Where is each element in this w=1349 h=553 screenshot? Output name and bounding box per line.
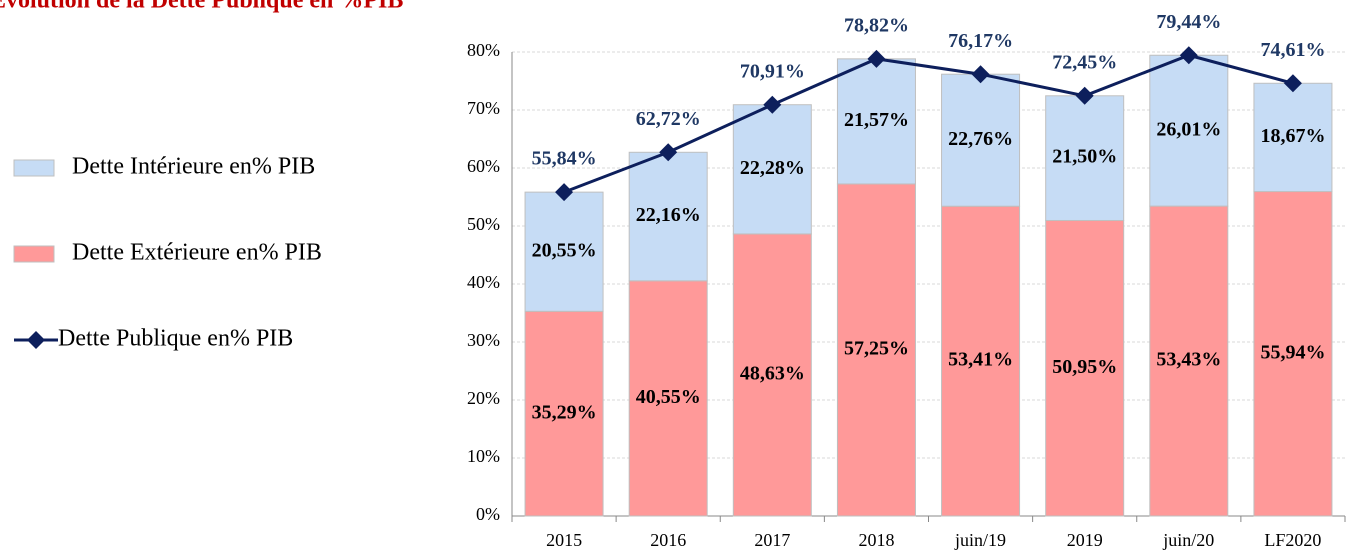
bar-segment (1253, 191, 1333, 517)
bar-segment (1253, 82, 1333, 193)
x-tick-label: 2016 (650, 530, 686, 550)
bar-segment (836, 58, 916, 185)
legend-marker (27, 331, 45, 349)
data-label: 21,50% (1052, 146, 1117, 168)
data-label: 50,95% (1052, 356, 1117, 378)
y-tick-label: 40% (467, 272, 500, 292)
bar-segment (941, 205, 1021, 517)
legend-swatch (13, 245, 55, 263)
data-label: 22,16% (636, 204, 701, 226)
line-marker (763, 95, 782, 114)
line-marker (867, 49, 886, 68)
data-label: 35,29% (532, 401, 597, 423)
legend-swatch (13, 159, 55, 177)
line-marker (659, 143, 678, 162)
x-tick-label: 2017 (754, 530, 790, 550)
y-tick-label: 50% (467, 214, 500, 234)
data-label: 21,57% (844, 109, 909, 131)
bar-segment (732, 233, 812, 517)
bar-segment (941, 73, 1021, 207)
line-marker (1179, 46, 1198, 65)
data-label: 62,72% (636, 108, 701, 130)
data-label: 53,41% (948, 349, 1013, 371)
data-label: 22,76% (948, 128, 1013, 150)
bar-segment (1045, 219, 1125, 517)
data-label: 57,25% (844, 338, 909, 360)
data-label: 48,63% (740, 363, 805, 385)
data-label: 55,94% (1260, 341, 1325, 363)
data-label: 40,55% (636, 386, 701, 408)
data-label: 79,44% (1156, 11, 1221, 33)
y-tick-label: 30% (467, 330, 500, 350)
y-tick-label: 60% (467, 156, 500, 176)
data-label: 22,28% (740, 157, 805, 179)
bar-segment (1149, 54, 1229, 207)
y-tick-label: 80% (467, 40, 500, 60)
data-label: 78,82% (844, 14, 909, 36)
data-label: 76,17% (948, 30, 1013, 52)
bar-segment (1149, 205, 1229, 517)
bar-segment (1045, 95, 1125, 221)
line-marker (1283, 74, 1302, 93)
x-tick-label: juin/20 (1162, 530, 1214, 550)
data-label: 70,91% (740, 60, 805, 82)
bar-segment (628, 151, 708, 282)
line (563, 53, 1294, 194)
legend-label: Dette Intérieure en% PIB (72, 154, 315, 180)
bar-segment (524, 191, 604, 312)
chart-title: Evolution de la Dette Publique en %PIB (0, 0, 403, 14)
line-marker (1075, 86, 1094, 105)
y-tick-label: 20% (467, 388, 500, 408)
x-tick-label: juin/19 (954, 530, 1006, 550)
line-marker (555, 183, 574, 202)
bar-segment (628, 280, 708, 517)
data-label: 74,61% (1260, 39, 1325, 61)
bar-segment (836, 183, 916, 517)
bar-segment (732, 104, 812, 235)
data-label: 55,84% (532, 148, 597, 170)
data-label: 53,43% (1156, 349, 1221, 371)
data-label: 20,55% (532, 239, 597, 261)
line-marker (971, 65, 990, 84)
bar-segment (524, 310, 604, 517)
y-tick-label: 0% (476, 504, 500, 524)
x-tick-label: 2018 (858, 530, 894, 550)
data-label: 26,01% (1156, 118, 1221, 140)
data-label: 18,67% (1260, 125, 1325, 147)
y-tick-label: 70% (467, 98, 500, 118)
x-tick-label: 2019 (1067, 530, 1103, 550)
x-tick-label: 2015 (546, 530, 582, 550)
legend-label: Dette Publique en% PIB (58, 326, 293, 352)
x-tick-label: LF2020 (1264, 530, 1321, 550)
y-tick-label: 10% (467, 446, 500, 466)
legend-label: Dette Extérieure en% PIB (72, 240, 322, 266)
data-label: 72,45% (1052, 51, 1117, 73)
